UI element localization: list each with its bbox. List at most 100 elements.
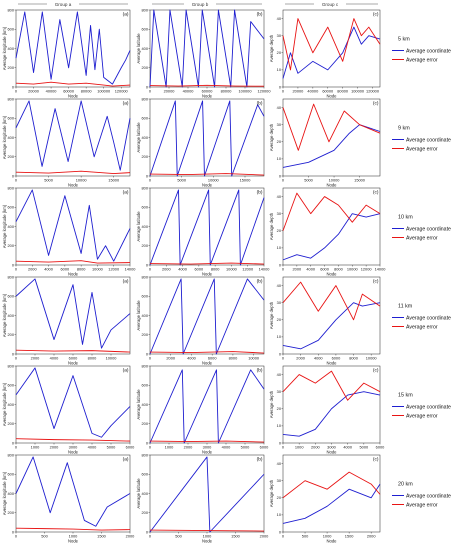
x-tick-label: 8000 [211,267,220,272]
x-tick-label: 4000 [88,445,97,450]
x-tick-label: 0 [282,445,285,450]
x-tick-label: 2000 [260,534,269,539]
y-tick-label: 400 [8,224,15,229]
x-tick-label: 10000 [106,356,118,361]
y-tick-label: 800 [8,7,15,12]
panel-label: (a) [123,101,129,107]
y-axis-label: Average latitude [136,389,141,420]
x-tick-label: 5000 [177,178,186,183]
y-tick-label: 600 [8,472,15,477]
y-tick-label: 800 [142,274,149,279]
panel-label: (a) [123,457,129,463]
y-tick-label: 0 [146,351,149,356]
plot-frame [15,9,131,88]
x-tick-label: 0 [15,89,18,94]
x-tick-label: 15000 [354,178,366,183]
y-tick-label: 400 [142,402,149,407]
x-tick-label: 14000 [125,267,137,272]
panel-label: (c) [373,457,379,463]
plot-frame [149,187,265,266]
x-tick-label: 20000 [28,89,40,94]
x-tick-label: 1500 [97,534,106,539]
y-tick-label: 10 [277,423,282,428]
x-tick-label: 0 [15,267,18,272]
series-average-error [149,529,265,532]
x-axis-label: Node [326,94,337,99]
y-axis-label: Average latitude [136,33,141,64]
panel-label: (c) [373,12,379,18]
plot-frame [282,365,381,444]
y-tick-label: 40 [277,372,282,377]
x-tick-label: 5000 [360,445,369,450]
series-average-error [15,260,131,264]
y-tick-label: 0 [12,351,15,356]
x-tick-label: 6000 [376,445,385,450]
y-tick-label: 200 [8,243,15,248]
legend-label-error: Average error [406,57,438,63]
x-tick-label: 12000 [108,267,120,272]
x-tick-label: 5000 [107,445,116,450]
y-axis-label: Average longitude (km) [2,293,7,337]
panel-label: (a) [123,279,129,285]
y-tick-label: 0 [279,529,282,534]
legend-label-coordinate: Average coordinate [406,48,451,54]
y-tick-label: 30 [277,211,282,216]
y-tick-label: 20 [277,50,282,55]
x-tick-label: 4000 [44,267,53,272]
distance-label: 9 km [398,126,410,132]
x-tick-label: 8000 [88,356,97,361]
x-tick-label: 40000 [183,89,195,94]
y-axis-label: Average longitude (km) [2,26,7,70]
panel-label: (b) [257,457,263,463]
legend-label-error: Average error [406,235,438,241]
y-tick-label: 600 [8,205,15,210]
x-tick-label: 2000 [184,445,193,450]
y-tick-label: 800 [142,7,149,12]
x-tick-label: 2000 [31,356,40,361]
y-tick-label: 0 [146,173,149,178]
y-axis-label: Average depth [269,479,274,507]
x-tick-label: 40000 [307,89,319,94]
x-tick-label: 10000 [208,178,220,183]
series-average-error [282,281,381,321]
x-tick-label: 10000 [366,356,378,361]
x-tick-label: 2000 [311,445,320,450]
x-tick-label: 6000 [208,356,217,361]
x-tick-label: 0 [282,356,285,361]
x-tick-label: 4000 [314,356,323,361]
y-tick-label: 800 [142,452,149,457]
x-tick-label: 40000 [46,89,58,94]
group-header: Group c [322,2,339,7]
x-tick-label: 10000 [347,267,359,272]
x-tick-label: 1500 [231,534,240,539]
y-tick-label: 0 [146,262,149,267]
x-axis-label: Node [326,183,337,188]
panel-label: (c) [373,368,379,374]
series-average-error [15,438,131,442]
legend-label-error: Average error [406,413,438,419]
x-tick-label: 80000 [221,89,233,94]
series-average-error [149,262,265,265]
x-tick-label: 1000 [203,534,212,539]
y-tick-label: 40 [277,461,282,466]
x-tick-label: 0 [15,178,18,183]
x-axis-label: Node [68,94,79,99]
x-axis-label: Node [326,539,337,544]
panel-label: (c) [373,190,379,196]
y-tick-label: 200 [142,421,149,426]
x-tick-label: 8000 [229,356,238,361]
series-average-error [149,351,265,354]
series-average-error [282,192,381,231]
y-tick-label: 400 [8,46,15,51]
x-tick-label: 0 [282,89,285,94]
series-average-error [282,103,381,151]
plot-frame [15,454,131,533]
y-tick-label: 800 [142,363,149,368]
plot-frame [15,276,131,355]
y-tick-label: 40 [277,194,282,199]
y-tick-label: 400 [142,135,149,140]
series-average-coordinate [282,26,381,79]
x-tick-label: 8000 [334,267,343,272]
x-tick-label: 1000 [295,445,304,450]
x-axis-label: Node [68,361,79,366]
